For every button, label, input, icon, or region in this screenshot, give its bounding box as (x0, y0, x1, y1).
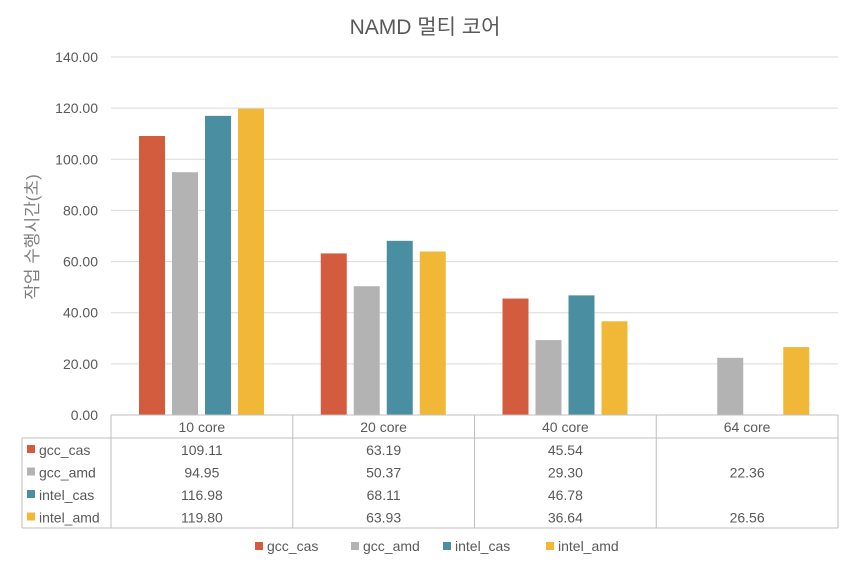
table-cell-value: 29.30 (548, 465, 583, 481)
chart-title: NAMD 멀티 코어 (350, 16, 501, 39)
table-series-swatch (27, 467, 35, 476)
bar-gcc_amd (353, 286, 380, 415)
table-cell-value: 116.98 (181, 487, 223, 503)
y-tick-label: 140.00 (55, 49, 98, 65)
bar-gcc_cas (320, 253, 347, 415)
bar-intel_amd (419, 251, 446, 415)
table-series-swatch (27, 445, 35, 453)
y-axis-label: 작업 수행시간(초) (23, 174, 42, 300)
table-cell-value: 22.36 (730, 465, 765, 481)
table-series-swatch (27, 512, 35, 521)
table-cell-value: 119.80 (181, 510, 223, 526)
y-tick-label: 0.00 (71, 407, 98, 423)
category-label: 20 core (360, 419, 407, 435)
bar-intel_cas (568, 295, 595, 415)
table-cell-value: 46.78 (548, 487, 583, 503)
bar-intel_amd (238, 108, 264, 415)
y-tick-label: 20.00 (63, 356, 98, 372)
y-axis-ticks: 0.00 20.00 40.00 60.00 80.00 100.00 120.00 140.… (55, 49, 98, 423)
bar-intel_cas (386, 240, 413, 415)
category-label: 10 core (179, 419, 226, 435)
table-series-name: gcc_amd (39, 465, 96, 481)
y-tick-label: 120.00 (55, 100, 98, 116)
legend-swatch (255, 542, 263, 550)
bar-gcc_cas (139, 135, 165, 415)
table-cell-value: 45.54 (548, 442, 583, 458)
table-cell-value: 109.11 (181, 442, 223, 458)
table-cell-value: 63.93 (366, 510, 401, 526)
category-label: 64 core (724, 419, 771, 435)
table-cell-value: 36.64 (548, 510, 583, 526)
legend: gcc_cas gcc_amd intel_cas intel_amd (255, 538, 619, 554)
legend-swatch (443, 542, 451, 550)
table-series-name: intel_amd (39, 510, 100, 526)
legend-label: intel_amd (558, 538, 619, 554)
bar-intel_cas (205, 115, 231, 416)
bar-gcc_amd (535, 340, 562, 415)
bar-gcc_amd (717, 357, 744, 415)
bar-gcc_amd (172, 172, 198, 415)
legend-label: gcc_cas (267, 538, 318, 554)
y-tick-label: 80.00 (63, 202, 98, 218)
table-series-name: intel_cas (39, 487, 94, 503)
legend-label: intel_cas (455, 538, 510, 554)
legend-label: gcc_amd (363, 538, 420, 554)
data-table: 10 core 20 core 40 core 64 core gcc_cas 109.1… (21, 414, 839, 529)
table-cell-value: 68.11 (367, 487, 401, 503)
category-label: 40 core (542, 419, 589, 435)
table-series-name: gcc_cas (39, 442, 90, 458)
table-series-swatch (27, 490, 35, 498)
gridlines (111, 56, 838, 365)
bar-intel_amd (783, 347, 810, 415)
bar-intel_amd (601, 321, 628, 415)
table-cell-value: 50.37 (366, 465, 401, 481)
table-cell-value: 26.56 (730, 510, 765, 526)
table-cell-value: 94.95 (184, 465, 219, 481)
table-cell-value: 63.19 (366, 442, 401, 458)
y-tick-label: 100.00 (55, 151, 98, 167)
bars (139, 108, 810, 416)
bar-gcc_cas (502, 298, 529, 415)
y-tick-label: 60.00 (63, 254, 98, 270)
y-tick-label: 40.00 (63, 305, 98, 321)
legend-swatch (351, 542, 359, 550)
legend-swatch (546, 542, 554, 550)
